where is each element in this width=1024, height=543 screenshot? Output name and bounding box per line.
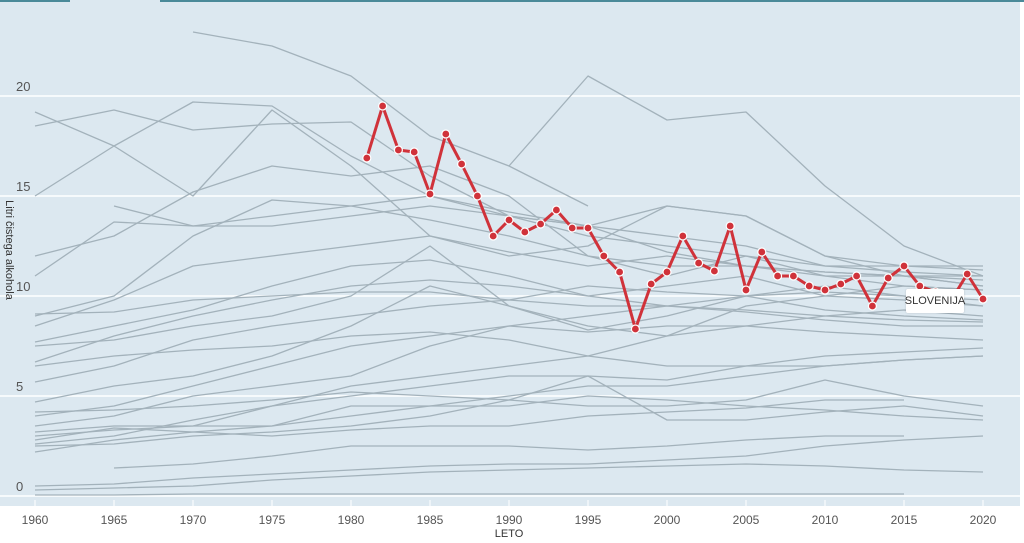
slovenija-point[interactable] [362, 153, 372, 163]
x-tick-label: 1965 [101, 513, 128, 527]
x-tick-label: 2005 [733, 513, 760, 527]
slovenija-point[interactable] [551, 205, 562, 215]
y-axis: 0 5 10 15 20 [16, 79, 30, 494]
slovenija-point[interactable] [614, 267, 625, 277]
slovenija-point[interactable] [851, 271, 862, 281]
slovenija-point[interactable] [457, 159, 467, 169]
slovenija-point[interactable] [583, 223, 593, 233]
highlight-series[interactable] [362, 101, 988, 334]
country-line[interactable] [508, 75, 984, 277]
slovenija-point[interactable] [962, 269, 972, 279]
country-line[interactable] [35, 493, 904, 496]
y-tick-label: 0 [16, 479, 23, 494]
slovenija-point[interactable] [741, 285, 751, 295]
x-tick-label: 1970 [180, 513, 207, 527]
x-tick-label: 2010 [812, 513, 839, 527]
country-line[interactable] [34, 375, 984, 447]
x-tick-label: 2020 [970, 513, 997, 527]
y-tick-label: 10 [16, 279, 30, 294]
country-line[interactable] [34, 395, 984, 433]
slovenija-point[interactable] [488, 231, 498, 241]
x-tick-label: 1995 [575, 513, 602, 527]
country-line[interactable] [113, 435, 904, 469]
slovenija-point[interactable] [646, 279, 656, 289]
country-line[interactable] [34, 199, 983, 317]
y-tick-label: 5 [16, 379, 23, 394]
slovenija-point[interactable] [630, 324, 641, 334]
slovenija-point[interactable] [883, 273, 893, 283]
slovenija-point[interactable] [804, 281, 814, 291]
x-tick-label: 2000 [654, 513, 681, 527]
x-tick-label: 2015 [891, 513, 918, 527]
y-tick-label: 15 [16, 179, 30, 194]
slovenija-point[interactable] [836, 279, 846, 289]
x-tick-label: 1990 [496, 513, 523, 527]
country-line[interactable] [192, 31, 589, 207]
slovenija-point[interactable] [472, 191, 482, 201]
slovenija-point[interactable] [662, 267, 672, 277]
slovenija-line[interactable] [365, 104, 985, 331]
slovenija-point[interactable] [788, 271, 799, 281]
country-line[interactable] [34, 463, 984, 491]
y-tick-label: 20 [16, 79, 30, 94]
slovenija-point[interactable] [535, 219, 546, 229]
x-tick-label: 1975 [259, 513, 286, 527]
slovenija-point[interactable] [867, 301, 878, 311]
slovenija-point[interactable] [978, 294, 988, 304]
slovenija-point[interactable] [678, 231, 688, 241]
slovenija-point[interactable] [441, 129, 451, 139]
x-tick-label: 1980 [338, 513, 365, 527]
slovenija-point[interactable] [899, 261, 909, 271]
x-tick-label: 1985 [417, 513, 444, 527]
country-line[interactable] [34, 435, 984, 487]
slovenija-point[interactable] [567, 223, 577, 233]
country-line[interactable] [34, 291, 983, 327]
x-tick-label: 1960 [22, 513, 49, 527]
series-label-slovenija: SLOVENIJA [905, 289, 965, 313]
country-line[interactable] [34, 165, 984, 291]
slovenija-point[interactable] [504, 215, 514, 225]
slovenija-point[interactable] [757, 247, 767, 257]
slovenija-point[interactable] [409, 147, 419, 157]
country-line[interactable] [34, 331, 984, 367]
x-axis-title: LETO [495, 528, 524, 540]
y-axis-title: Litri čistega alkohola [3, 200, 15, 301]
slovenija-point[interactable] [520, 227, 530, 237]
slovenija-point[interactable] [393, 145, 403, 155]
slovenija-point[interactable] [378, 101, 388, 111]
country-line[interactable] [34, 347, 984, 445]
slovenija-point[interactable] [820, 285, 830, 295]
slovenija-point[interactable] [772, 271, 783, 281]
slovenija-point[interactable] [599, 251, 609, 261]
slovenija-point[interactable] [425, 189, 435, 199]
x-axis: 1960 1965 1970 1975 1980 1985 1990 1995 2000 2005… [22, 500, 997, 527]
slovenija-point[interactable] [693, 258, 704, 268]
slovenija-point[interactable] [709, 266, 720, 276]
slovenija-point[interactable] [725, 221, 735, 231]
